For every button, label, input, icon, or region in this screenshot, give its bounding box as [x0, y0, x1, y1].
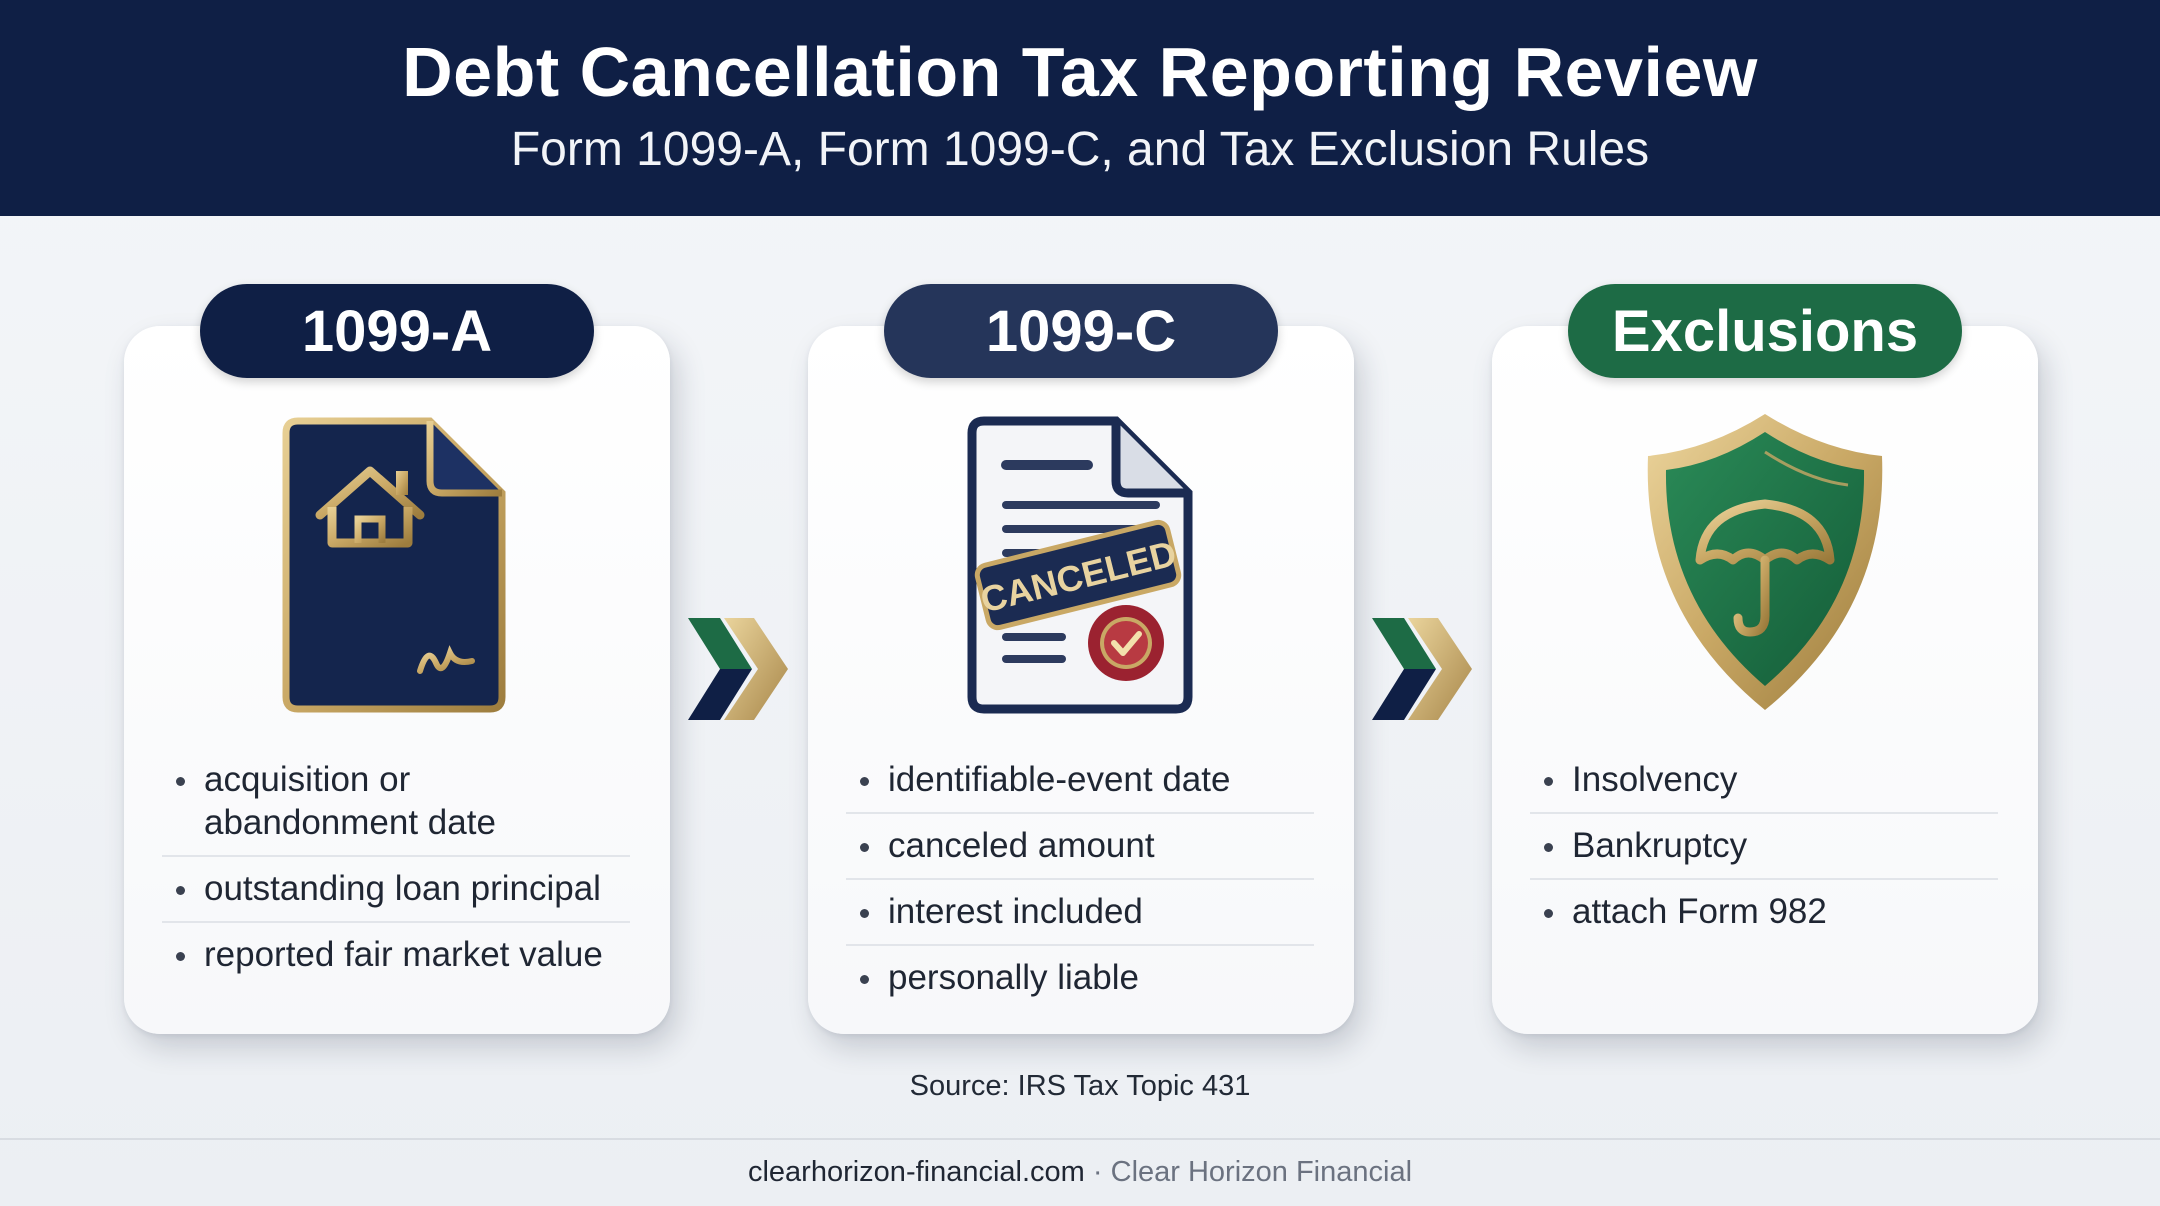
- canceled-document-icon: CANCELED: [967, 416, 1193, 714]
- list-item: canceled amount: [846, 814, 1314, 880]
- list-item: identifiable-event date: [846, 748, 1314, 814]
- pill-exclusions: Exclusions: [1568, 284, 1962, 378]
- header-banner: Debt Cancellation Tax Reporting Review F…: [0, 0, 2160, 216]
- footer-domain: clearhorizon-financial.com: [747, 1156, 1085, 1188]
- pill-1099c: 1099-C: [884, 284, 1278, 378]
- list-item: acquisition or abandonment date: [162, 748, 630, 857]
- list-item: Bankruptcy: [1530, 814, 1998, 880]
- chevron-right-icon: [688, 618, 788, 720]
- chevron-right-icon: [1372, 618, 1472, 720]
- page-subtitle: Form 1099-A, Form 1099-C, and Tax Exclus…: [510, 123, 1650, 176]
- house-document-icon: [282, 417, 506, 713]
- pill-1099a: 1099-A: [200, 284, 594, 378]
- source-note: Source: IRS Tax Topic 431: [909, 1070, 1251, 1102]
- list-item: reported fair market value: [162, 923, 630, 987]
- page-title: Debt Cancellation Tax Reporting Review: [402, 33, 1758, 111]
- list-item: Insolvency: [1530, 748, 1998, 814]
- footer-separator: ·: [1084, 1156, 1111, 1188]
- umbrella-shield-icon: [1647, 414, 1883, 710]
- footer-company: Clear Horizon Financial: [1110, 1156, 1413, 1188]
- list-item: attach Form 982: [1530, 880, 1998, 944]
- list-item: personally liable: [846, 946, 1314, 1010]
- bullets-exclusions: Insolvency Bankruptcy attach Form 982: [1530, 748, 1998, 944]
- footer-divider: [0, 1138, 2160, 1140]
- footer: clearhorizon-financial.com · Clear Horiz…: [0, 1156, 2160, 1189]
- list-item: outstanding loan principal: [162, 857, 630, 923]
- bullets-1099a: acquisition or abandonment date outstand…: [162, 748, 630, 987]
- list-item: interest included: [846, 880, 1314, 946]
- bullets-1099c: identifiable-event date canceled amount …: [846, 748, 1314, 1010]
